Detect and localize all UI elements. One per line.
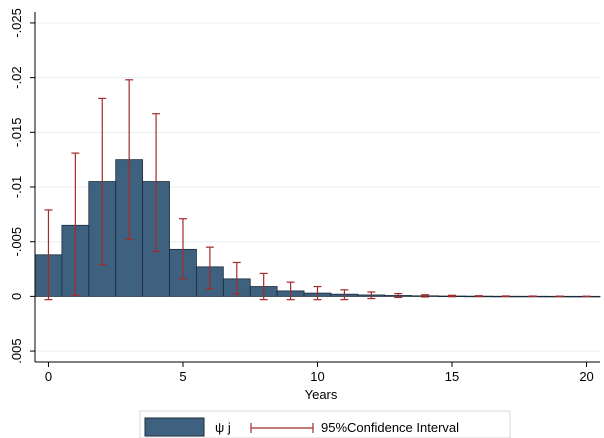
ci-bar-year-11	[340, 289, 349, 301]
ci-bar-year-3	[125, 79, 134, 241]
ci-bar-year-10	[313, 285, 322, 301]
ci-bar-year-12	[367, 291, 376, 300]
ci-bar-year-14	[421, 294, 430, 298]
legend: ψ j 95%Confidence Interval	[139, 410, 511, 438]
y-tick-label-5: -.02	[9, 66, 24, 88]
ci-bar-year-1	[71, 152, 80, 296]
y-tick-label-1: 0	[9, 293, 24, 300]
ci-bar-year-13	[394, 293, 403, 299]
y-tick-label-0: .005	[9, 338, 24, 363]
ci-bar-year-8	[259, 272, 268, 301]
confidence-intervals	[44, 79, 591, 301]
y-tick-label-3: -.01	[9, 176, 24, 198]
x-tick-label-3: 15	[445, 369, 459, 384]
legend-label-psi: ψ j	[215, 420, 231, 435]
ci-bar-year-5	[178, 218, 187, 280]
ci-bar-year-0	[44, 209, 53, 301]
legend-label-ci: 95%Confidence Interval	[321, 420, 459, 435]
ci-bar-year-6	[205, 246, 214, 290]
x-tick-label-0: 0	[45, 369, 52, 384]
ci-bar-year-16	[474, 295, 483, 298]
x-ticks: 0 5 10 15 20	[45, 362, 594, 384]
ci-bar-year-2	[98, 97, 107, 266]
ci-bar-year-17	[501, 295, 510, 298]
legend-swatch-ci	[250, 423, 314, 433]
ci-bar-year-4	[152, 113, 161, 253]
y-tick-label-6: -.025	[9, 8, 24, 38]
ci-bar-year-9	[286, 281, 295, 301]
y-tick-label-4: -.015	[9, 117, 24, 147]
y-ticks: .005 0 -.005 -.01 -.015 -.02 -.025	[9, 8, 35, 364]
bars	[34, 159, 601, 298]
ci-bar-year-7	[232, 261, 241, 295]
legend-swatch-bar	[144, 417, 205, 437]
x-tick-label-2: 10	[310, 369, 324, 384]
ci-bar-year-15	[448, 294, 457, 298]
x-tick-label-1: 5	[179, 369, 186, 384]
y-tick-label-2: -.005	[9, 227, 24, 257]
x-tick-label-4: 20	[579, 369, 593, 384]
x-axis-title: Years	[305, 387, 338, 402]
